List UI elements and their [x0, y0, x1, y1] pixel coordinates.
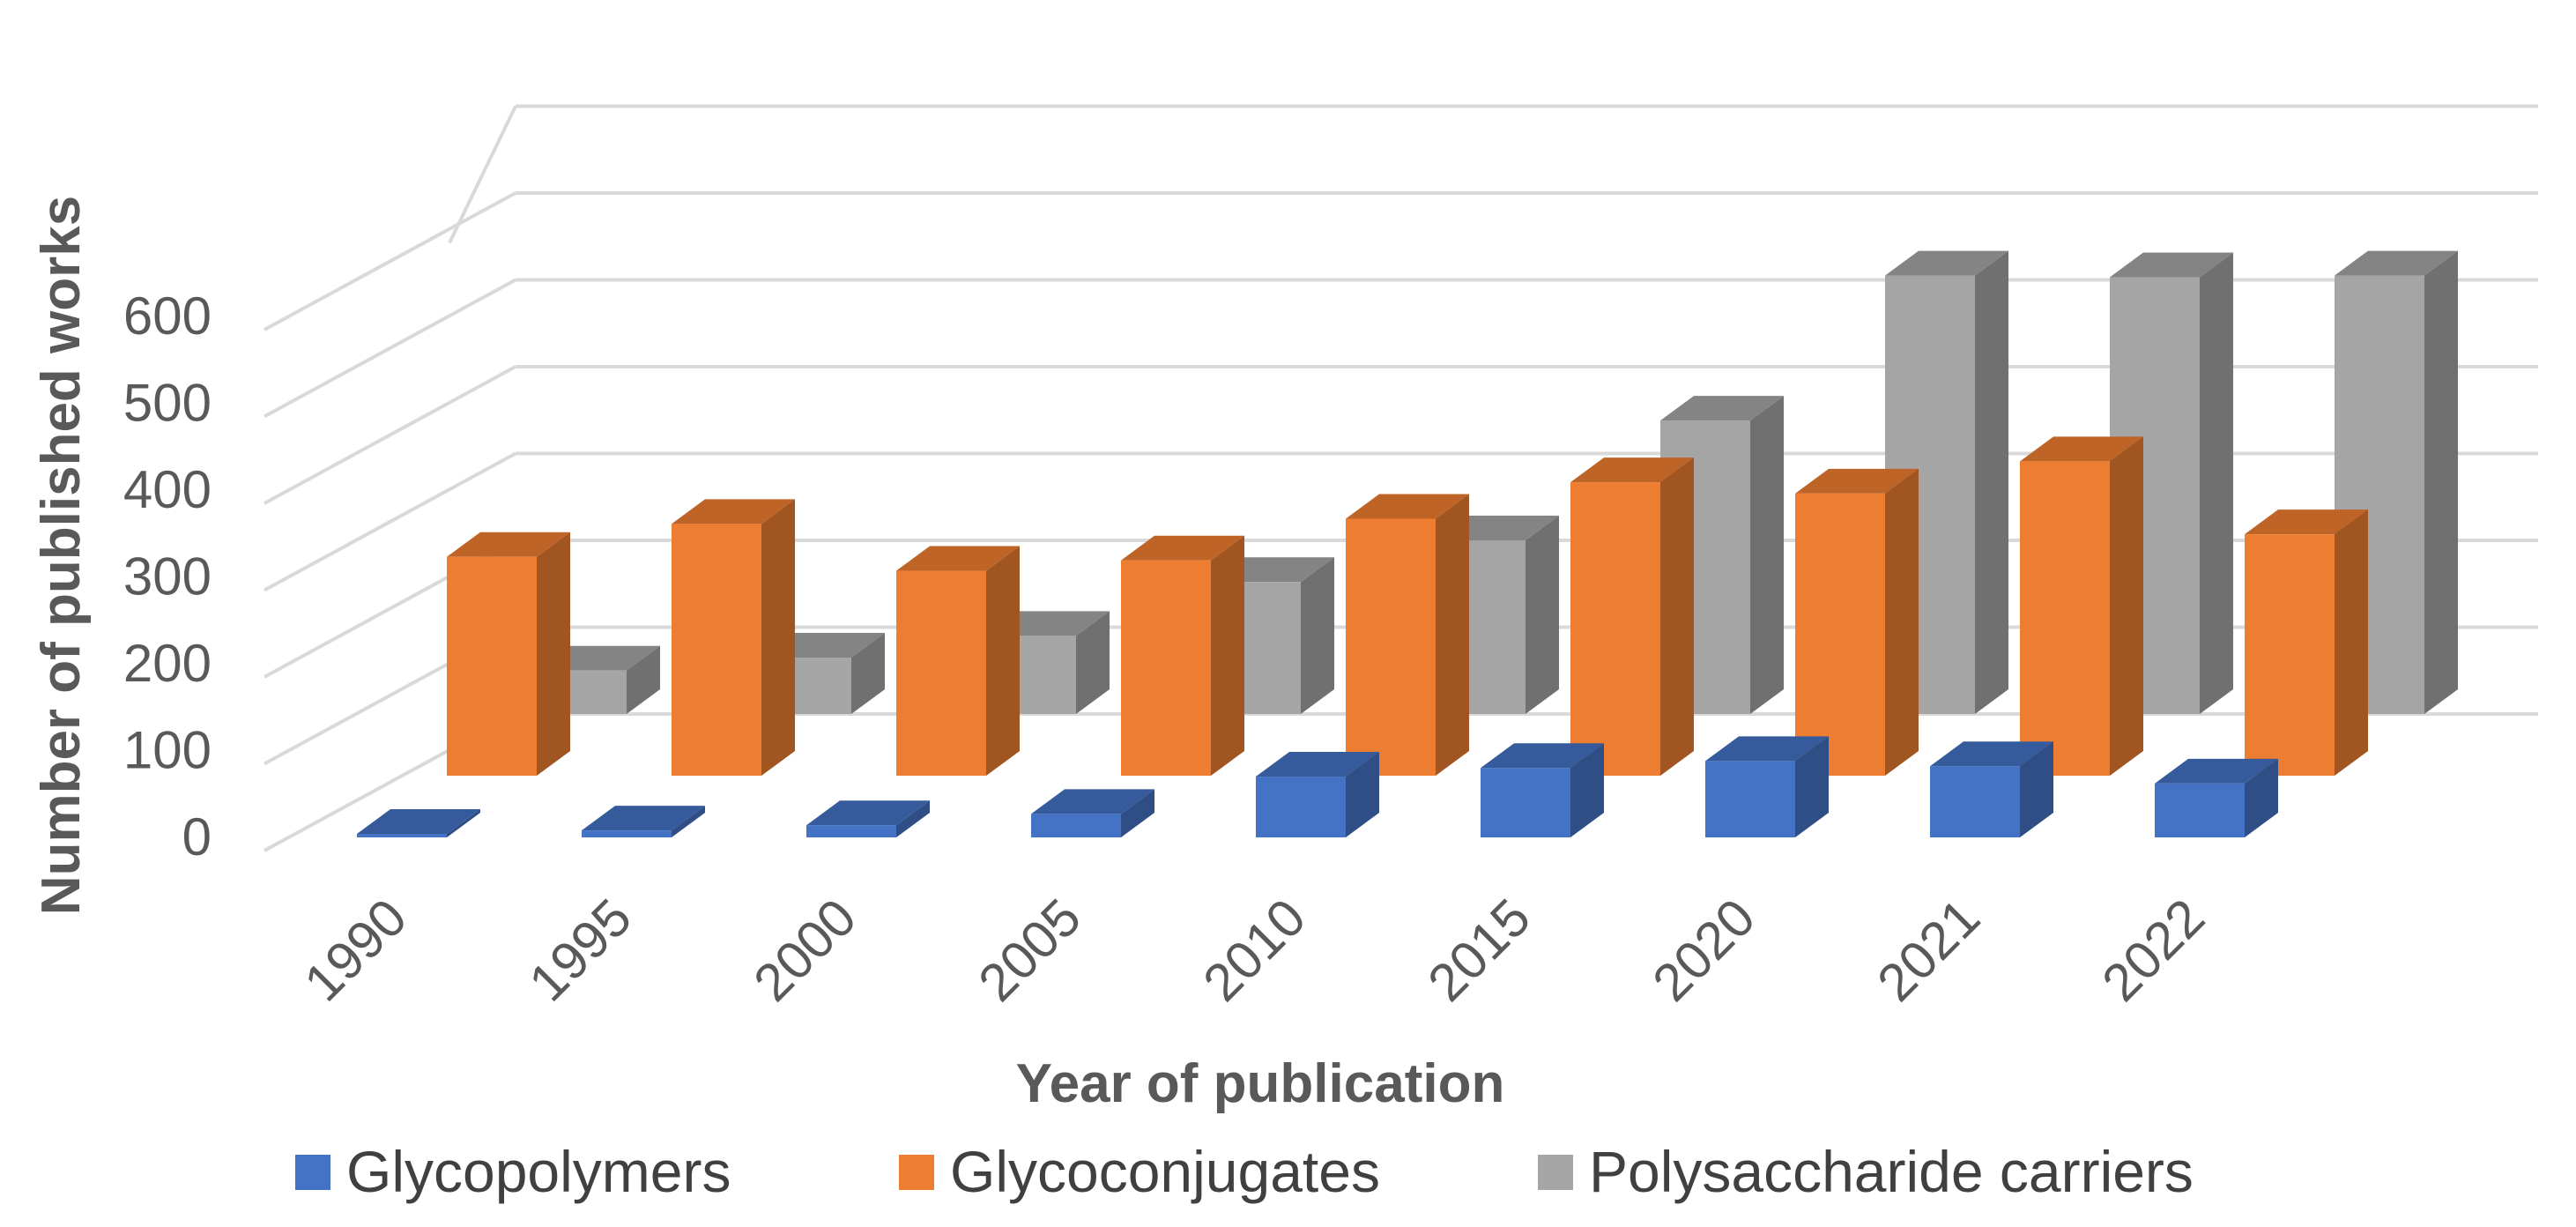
x-tick-2020: 2020 [1641, 888, 1766, 1013]
gridline-500 [264, 278, 516, 419]
bar-glycoconjugates-2021 [2020, 436, 2143, 776]
bar-glycopolymers-2020 [1705, 736, 1829, 837]
legend-swatch [1538, 1155, 1573, 1190]
x-tick-2015: 2015 [1416, 888, 1541, 1013]
gridline-700 [448, 105, 517, 244]
bars [357, 250, 2458, 837]
bar-glycoconjugates-2015 [1570, 457, 1694, 776]
bar-glycoconjugates-2022 [2245, 509, 2368, 776]
y-tick-labels: 0 100 200 300 400 500 600 [123, 286, 212, 866]
y-tick-600: 600 [123, 286, 212, 346]
y-tick-0: 0 [182, 807, 212, 866]
x-tick-2000: 2000 [742, 888, 867, 1013]
bar-glycoconjugates-2010 [1346, 494, 1469, 776]
x-tick-2010: 2010 [1191, 888, 1317, 1013]
gridline-400 [264, 365, 516, 505]
legend-label: Polysaccharide carriers [1589, 1139, 2194, 1204]
y-tick-500: 500 [123, 374, 212, 433]
bar-glycopolymers-1995 [582, 806, 705, 837]
legend: Glycopolymers Glycoconjugates Polysacchari… [295, 1139, 2194, 1204]
x-axis-title: Year of publication [1016, 1053, 1505, 1114]
y-tick-100: 100 [123, 721, 212, 780]
bar-glycopolymers-2010 [1256, 752, 1379, 837]
legend-label: Glycopolymers [346, 1139, 731, 1204]
bar-glycoconjugates-2005 [1121, 535, 1244, 776]
x-tick-1990: 1990 [293, 888, 418, 1013]
bar-glycopolymers-2022 [2155, 758, 2278, 837]
x-tick-1995: 1995 [517, 888, 642, 1013]
legend-item-polysaccharide-carriers: Polysaccharide carriers [1538, 1139, 2194, 1204]
legend-item-glycoconjugates: Glycoconjugates [899, 1139, 1380, 1204]
bar-glycopolymers-2021 [1930, 741, 2053, 837]
x-tick-2021: 2021 [1866, 888, 1991, 1013]
bar-glycoconjugates-1990 [447, 532, 570, 776]
bar-glycoconjugates-1995 [672, 499, 795, 776]
bar-glycopolymers-1990 [357, 809, 480, 837]
gridline-300 [264, 451, 516, 592]
x-tick-2022: 2022 [2090, 888, 2216, 1013]
legend-label: Glycoconjugates [950, 1139, 1380, 1204]
legend-swatch [295, 1155, 330, 1190]
x-tick-labels: 1990 1995 2000 2005 2010 2015 2020 2021 2022 [293, 888, 2216, 1013]
bar-glycopolymers-2005 [1031, 789, 1154, 837]
gridline-600 [264, 191, 516, 331]
bar-glycopolymers-2015 [1481, 743, 1604, 837]
bar-glycoconjugates-2020 [1795, 468, 1919, 776]
bar-glycopolymers-2000 [806, 800, 930, 837]
y-tick-300: 300 [123, 547, 212, 606]
y-tick-400: 400 [123, 460, 212, 519]
bar-glycoconjugates-2000 [896, 546, 1020, 776]
y-axis-title: Number of published works [31, 196, 92, 915]
x-tick-2005: 2005 [967, 888, 1092, 1013]
y-tick-200: 200 [123, 634, 212, 693]
legend-item-glycopolymers: Glycopolymers [295, 1139, 731, 1204]
legend-swatch [899, 1155, 934, 1190]
